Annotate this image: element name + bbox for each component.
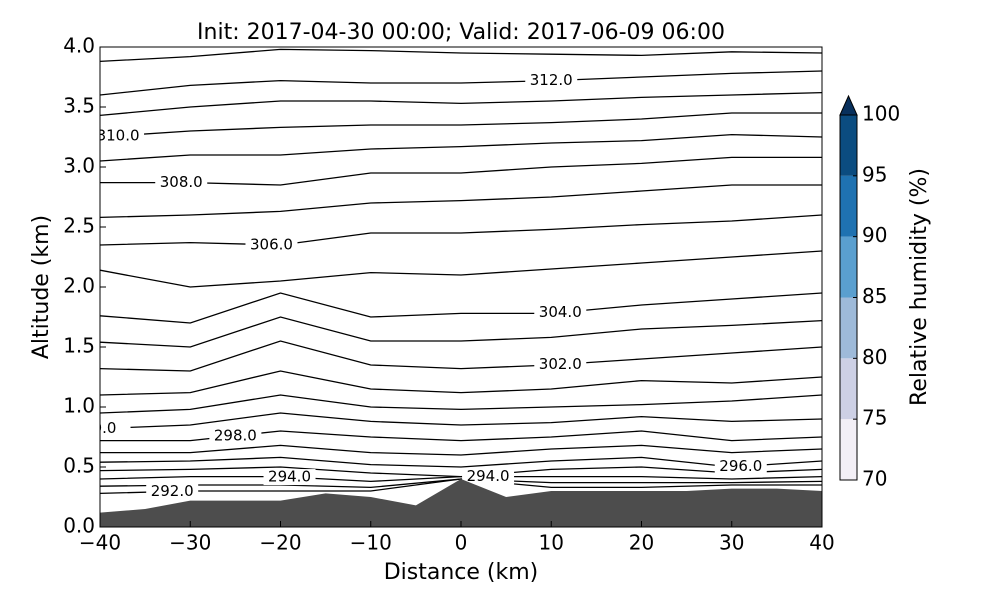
- colorbar-bin: [840, 297, 857, 359]
- y-tick-label: 0.0: [63, 514, 95, 538]
- contour-label: 304.0: [539, 303, 582, 321]
- y-tick-label: 4.0: [63, 34, 95, 58]
- contour-label: 294.0: [268, 468, 311, 486]
- contour-line: [100, 370, 822, 396]
- contour-label: 310.0: [97, 126, 140, 144]
- contour-label-gap: [534, 304, 587, 321]
- contour-label-gap: [155, 174, 208, 191]
- contour-label-gap: [263, 469, 316, 486]
- contour-line: [100, 412, 822, 430]
- y-tick-label: 3.5: [63, 94, 95, 118]
- x-tick-label: −40: [79, 531, 121, 555]
- y-tick-label: 2.0: [63, 274, 95, 298]
- x-tick-label: −30: [169, 531, 211, 555]
- contour-label-gap: [146, 483, 199, 500]
- contour-line: [100, 70, 822, 96]
- contour-label: 298.0: [214, 426, 257, 444]
- contour-line: [100, 91, 822, 117]
- contour-line: [100, 214, 822, 246]
- contour-line: [100, 340, 822, 372]
- chart-title: Init: 2017-04-30 00:00; Valid: 2017-06-0…: [197, 20, 725, 45]
- colorbar-label: Relative humidity (%): [907, 168, 932, 406]
- contour-line: [100, 250, 822, 288]
- contour-line: [100, 456, 822, 468]
- y-tick-label: 0.5: [63, 454, 95, 478]
- x-tick-label: 30: [719, 531, 744, 555]
- y-tick-label: 1.5: [63, 334, 95, 358]
- colorbar-tick-label: 95: [862, 162, 887, 186]
- colorbar-tick-label: 75: [862, 406, 887, 430]
- colorbar-tick-label: 70: [862, 467, 887, 491]
- y-tick-label: 2.5: [63, 214, 95, 238]
- contour-label-gap: [100, 420, 131, 437]
- contour-line: [100, 430, 822, 442]
- colorbar-bin: [840, 236, 857, 298]
- colorbar-bin: [840, 115, 857, 176]
- colorbar-bin: [840, 419, 857, 480]
- contour-label: 296.0: [719, 457, 762, 475]
- terrain: [100, 479, 822, 527]
- colorbar-tick-label: 85: [862, 284, 887, 308]
- contour-label: 308.0: [160, 173, 203, 191]
- contour-line: [100, 292, 822, 324]
- x-tick-label: 40: [809, 531, 834, 555]
- contour-line: [100, 466, 822, 478]
- contour-label: 312.0: [530, 71, 573, 89]
- contour-line: [100, 444, 822, 456]
- colorbar-tick-label: 100: [862, 102, 900, 126]
- contour-line: [100, 184, 822, 219]
- y-tick-label: 1.0: [63, 394, 95, 418]
- colorbar-tick-label: 90: [862, 223, 887, 247]
- x-tick-label: −10: [350, 531, 392, 555]
- contour-line: [100, 316, 822, 348]
- contour-line: [100, 475, 822, 483]
- contour-label-gap: [525, 72, 578, 89]
- contour-label-gap: [462, 468, 515, 485]
- contour-label-gap: [534, 356, 587, 373]
- contour-label: 292.0: [151, 482, 194, 500]
- contour-label-gap: [100, 127, 145, 144]
- x-tick-label: 20: [629, 531, 654, 555]
- x-tick-label: 0: [455, 531, 468, 555]
- contour-label: 294.0: [467, 467, 510, 485]
- plot-area: 312.0 310.0 308.0 306.0 304.0 302.0 9.0 298.0 29…: [93, 48, 822, 527]
- contour-label-gap: [209, 427, 262, 444]
- contour-line: [100, 48, 822, 63]
- x-axis-label: Distance (km): [384, 560, 539, 585]
- contour-line: [100, 133, 822, 162]
- colorbar-tick-label: 80: [862, 345, 887, 369]
- colorbar-bin: [840, 175, 857, 237]
- axes: −40 −30 −20 −10 0 10 20 30 400.00.51.01.52.02.53…: [63, 34, 900, 555]
- contour-line: [100, 394, 822, 414]
- x-tick-label: 10: [539, 531, 564, 555]
- x-tick-label: −20: [259, 531, 301, 555]
- colorbar-extend: [839, 94, 858, 116]
- y-tick-label: 3.0: [63, 154, 95, 178]
- contour-label: 9.0: [93, 419, 117, 437]
- contour-line: [100, 156, 822, 186]
- contour-label-gap: [245, 236, 298, 253]
- colorbar-bin: [840, 358, 857, 420]
- contour-label: 302.0: [539, 355, 582, 373]
- y-axis-label: Altitude (km): [29, 215, 54, 359]
- contour-label: 306.0: [250, 235, 293, 253]
- contour-label-gap: [714, 458, 767, 475]
- contour-line: [100, 112, 822, 138]
